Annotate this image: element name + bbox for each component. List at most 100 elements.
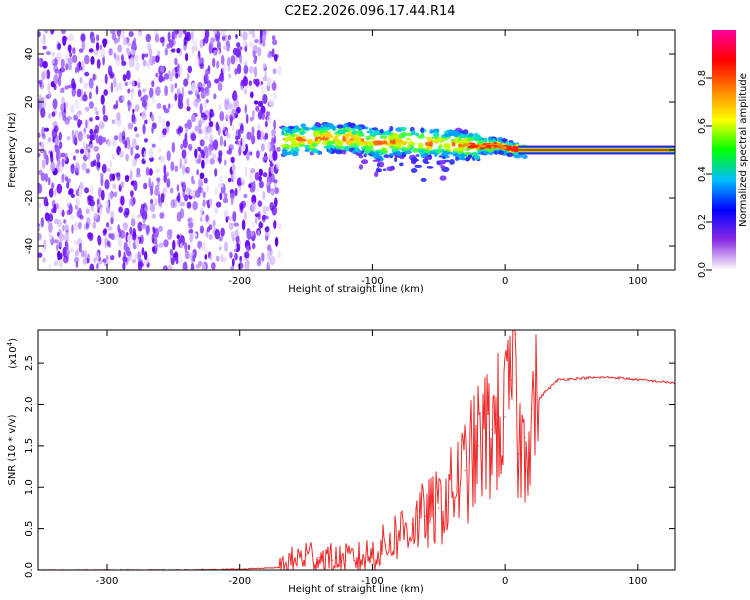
noise-speckle bbox=[158, 114, 163, 123]
colorbar-label: Normalized spectral amplitude bbox=[738, 73, 749, 227]
signal-blob bbox=[361, 159, 369, 165]
noise-speckle bbox=[72, 82, 77, 90]
signal-blob bbox=[388, 153, 396, 156]
noise-speckle bbox=[186, 98, 190, 107]
signal-blob bbox=[377, 162, 380, 168]
noise-speckle bbox=[204, 86, 210, 97]
noise-speckle bbox=[269, 162, 274, 167]
noise-speckle bbox=[179, 256, 183, 266]
noise-speckle bbox=[147, 60, 150, 70]
noise-speckle bbox=[70, 214, 75, 221]
noise-speckle bbox=[176, 184, 180, 192]
noise-speckle bbox=[96, 198, 100, 205]
signal-blob bbox=[410, 168, 418, 173]
noise-speckle bbox=[248, 65, 255, 74]
noise-speckle bbox=[181, 182, 187, 192]
signal-blob bbox=[463, 152, 472, 155]
noise-speckle bbox=[160, 193, 165, 203]
noise-speckle bbox=[135, 173, 141, 178]
signal-blob bbox=[411, 147, 420, 153]
snr-data-point bbox=[398, 532, 400, 534]
signal-blob bbox=[336, 130, 345, 135]
noise-speckle bbox=[274, 54, 278, 62]
noise-speckle bbox=[113, 52, 117, 59]
noise-speckle bbox=[66, 181, 70, 189]
signal-core-blob bbox=[486, 144, 492, 148]
noise-speckle bbox=[244, 251, 250, 259]
signal-blob bbox=[417, 142, 424, 148]
noise-speckle bbox=[197, 158, 202, 164]
noise-speckle bbox=[194, 148, 198, 159]
noise-speckle bbox=[58, 111, 62, 119]
noise-speckle bbox=[110, 82, 114, 93]
noise-speckle bbox=[105, 200, 109, 208]
noise-speckle bbox=[56, 243, 59, 251]
noise-speckle bbox=[151, 126, 154, 134]
noise-speckle bbox=[100, 94, 105, 105]
noise-speckle bbox=[231, 108, 237, 120]
noise-speckle bbox=[251, 201, 257, 213]
signal-blob bbox=[374, 171, 379, 178]
noise-speckle bbox=[154, 55, 160, 63]
noise-speckle bbox=[217, 82, 223, 92]
noise-speckle bbox=[222, 256, 227, 263]
noise-speckle bbox=[128, 198, 131, 208]
noise-speckle bbox=[42, 60, 48, 69]
noise-speckle bbox=[78, 119, 83, 126]
signal-blob bbox=[448, 131, 455, 137]
noise-speckle bbox=[42, 45, 47, 50]
snr-x-axis-label: Height of straight line (km) bbox=[288, 584, 424, 595]
noise-speckle bbox=[223, 241, 229, 252]
noise-speckle bbox=[201, 159, 205, 169]
noise-speckle bbox=[271, 129, 276, 137]
noise-speckle bbox=[258, 222, 264, 229]
noise-speckle bbox=[57, 77, 62, 87]
noise-speckle bbox=[271, 48, 275, 58]
noise-speckle bbox=[167, 31, 171, 43]
noise-speckle bbox=[246, 229, 252, 240]
noise-speckle bbox=[137, 82, 141, 89]
noise-speckle bbox=[200, 112, 206, 118]
noise-speckle bbox=[52, 98, 58, 110]
noise-speckle bbox=[189, 233, 193, 243]
signal-blob bbox=[290, 147, 295, 154]
noise-speckle bbox=[130, 91, 134, 101]
noise-speckle bbox=[46, 201, 49, 207]
noise-speckle bbox=[233, 222, 239, 227]
noise-speckle bbox=[169, 248, 174, 256]
noise-speckle bbox=[267, 250, 271, 261]
noise-speckle bbox=[149, 185, 154, 196]
noise-speckle bbox=[190, 262, 195, 270]
signal-blob bbox=[457, 138, 462, 142]
noise-speckle bbox=[135, 237, 140, 248]
signal-blob bbox=[378, 161, 385, 168]
noise-speckle bbox=[39, 81, 42, 88]
signal-blob bbox=[369, 145, 374, 151]
signal-blob bbox=[332, 125, 336, 131]
noise-speckle bbox=[181, 45, 187, 51]
noise-speckle bbox=[154, 184, 160, 193]
noise-speckle bbox=[174, 165, 179, 172]
noise-speckle bbox=[87, 195, 93, 201]
noise-speckle bbox=[184, 251, 191, 260]
noise-speckle bbox=[100, 48, 106, 58]
signal-blob bbox=[280, 144, 288, 148]
spectrogram-x-axis: -300 -200 -100 0 100 bbox=[96, 30, 647, 287]
snr-data-point bbox=[332, 559, 334, 561]
noise-speckle bbox=[69, 52, 72, 58]
noise-speckle bbox=[213, 49, 218, 56]
signal-blob bbox=[491, 138, 496, 143]
noise-speckle bbox=[75, 149, 80, 154]
noise-speckle bbox=[219, 192, 223, 201]
noise-speckle bbox=[266, 141, 271, 150]
noise-speckle bbox=[127, 42, 131, 47]
noise-speckle bbox=[174, 57, 178, 66]
noise-speckle bbox=[272, 68, 277, 75]
noise-speckle bbox=[232, 170, 237, 182]
noise-speckle bbox=[181, 149, 187, 159]
noise-speckle bbox=[190, 31, 194, 40]
signal-core-blob bbox=[491, 145, 495, 149]
noise-speckle bbox=[191, 114, 196, 123]
snr-scale-suffix: ) bbox=[8, 338, 19, 342]
noise-speckle bbox=[119, 150, 125, 158]
